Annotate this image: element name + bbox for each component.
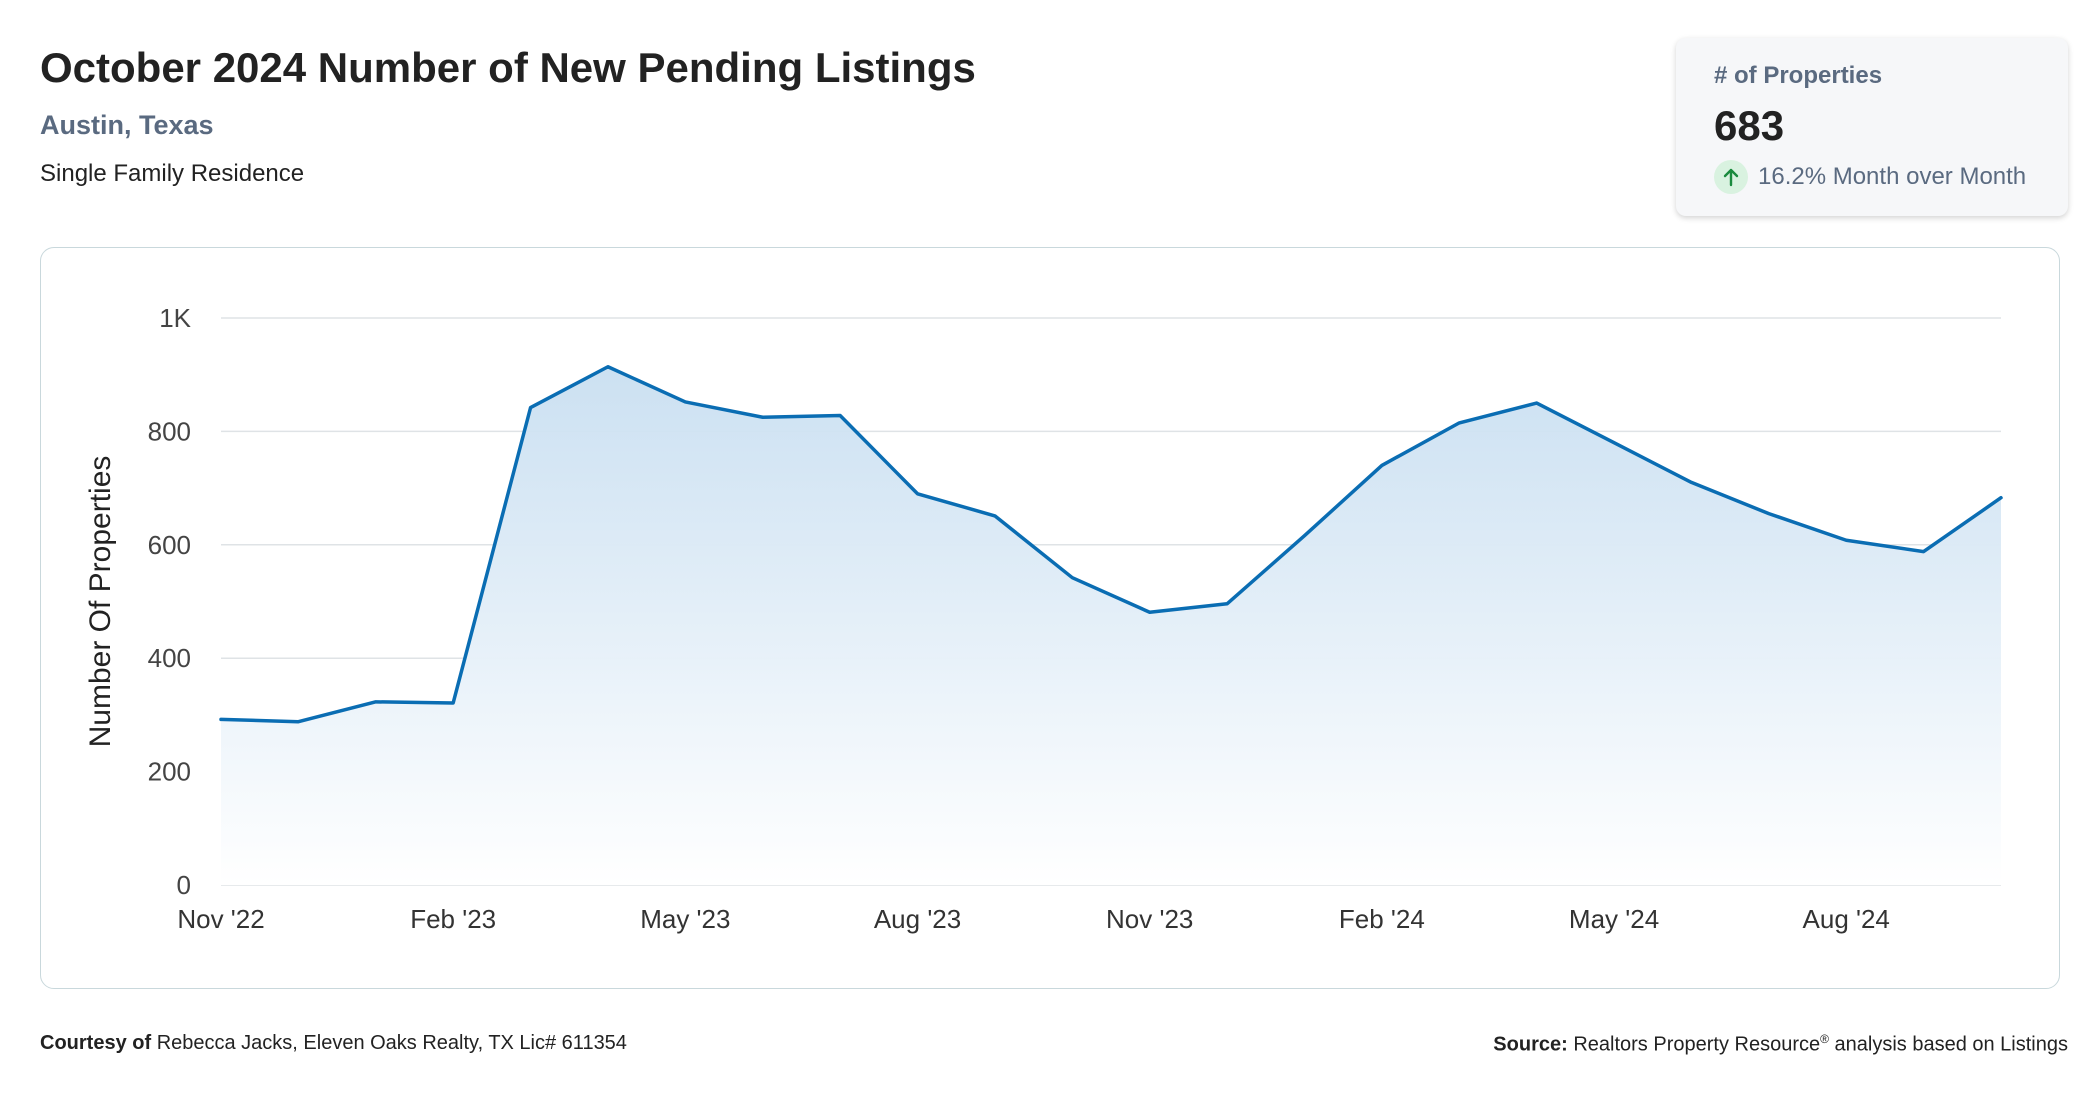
x-tick-label: Nov '23 <box>1106 904 1193 934</box>
x-tick-label: Aug '24 <box>1803 904 1890 934</box>
chart-title: October 2024 Number of New Pending Listi… <box>40 44 976 91</box>
y-tick-label: 600 <box>148 530 191 560</box>
courtesy-label: Courtesy of <box>40 1032 152 1054</box>
series-area <box>221 366 2001 886</box>
registered-mark: ® <box>1820 1032 1829 1046</box>
y-tick-label: 1K <box>159 303 191 333</box>
courtesy-text: Rebecca Jacks, Eleven Oaks Realty, TX Li… <box>156 1032 627 1054</box>
y-tick-label: 0 <box>177 870 191 900</box>
x-tick-label: Feb '23 <box>410 904 496 934</box>
kpi-change: 16.2% Month over Month <box>1714 160 2026 194</box>
kpi-card: # of Properties 683 16.2% Month over Mon… <box>1676 38 2068 216</box>
source-note: Source: Realtors Property Resource® anal… <box>1493 1032 2068 1057</box>
x-tick-label: May '23 <box>640 904 730 934</box>
chart-panel: 0 200 400 600 800 1K Nov '22 Feb '23 May '23 Aug … <box>40 247 2060 989</box>
x-tick-label: Feb '24 <box>1339 904 1425 934</box>
source-text: analysis based on Listings <box>1834 1033 2068 1056</box>
y-axis-title: Number Of Properties <box>84 456 117 748</box>
y-tick-label: 800 <box>148 416 191 446</box>
series-line <box>219 365 2003 724</box>
source-name: Realtors Property Resource <box>1573 1033 1821 1056</box>
area-chart: 0 200 400 600 800 1K Nov '22 Feb '23 May '23 Aug … <box>84 303 2003 934</box>
x-tick-label: May '24 <box>1569 904 1659 934</box>
source-label: Source: <box>1493 1033 1568 1056</box>
kpi-value: 683 <box>1714 102 1785 149</box>
courtesy-note: Courtesy of Rebecca Jacks, Eleven Oaks R… <box>40 1032 627 1055</box>
property-type-label: Single Family Residence <box>40 160 305 187</box>
y-tick-label: 200 <box>148 757 191 787</box>
kpi-change-text: 16.2% Month over Month <box>1758 163 2027 190</box>
x-tick-label: Aug '23 <box>874 904 961 934</box>
kpi-label: # of Properties <box>1714 62 1883 89</box>
x-tick-label: Nov '22 <box>177 904 264 934</box>
arrow-up-icon <box>1714 160 1748 194</box>
y-tick-label: 400 <box>148 643 191 673</box>
location-subtitle: Austin, Texas <box>40 110 214 140</box>
